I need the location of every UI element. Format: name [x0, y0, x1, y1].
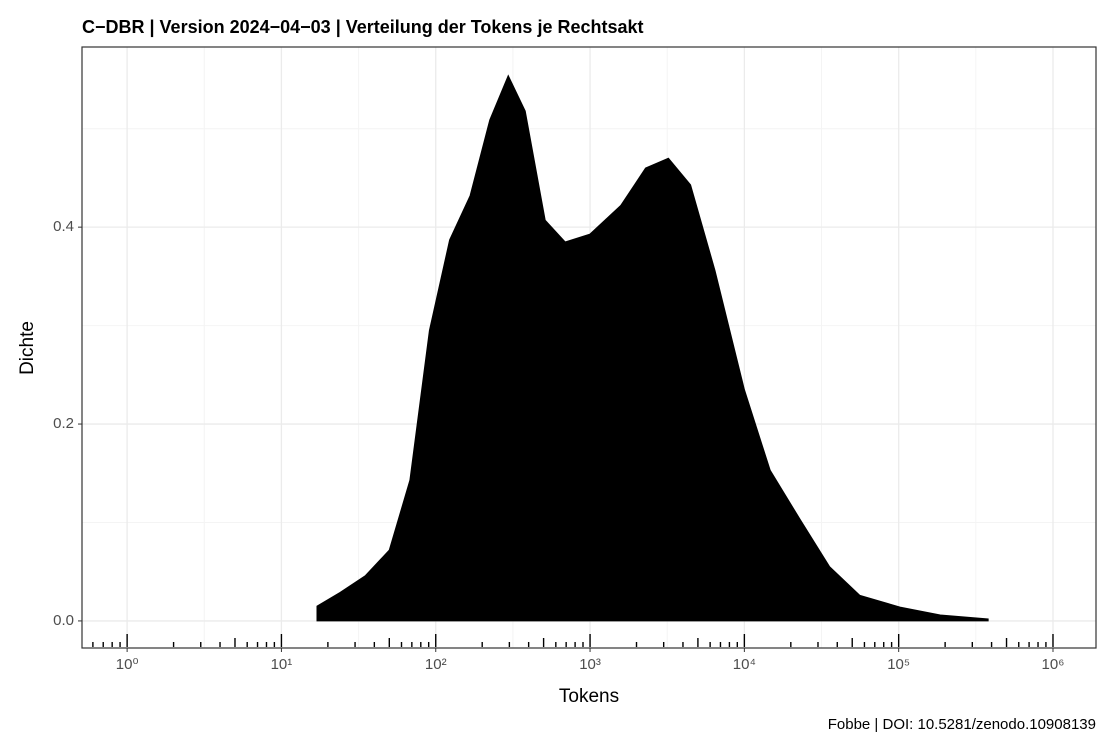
x-tick-label: 10⁶ — [1042, 656, 1065, 673]
panel-border — [81, 46, 1097, 649]
y-axis-label: Dichte — [17, 321, 38, 375]
x-tick-label: 10² — [425, 656, 447, 673]
density-area — [316, 74, 989, 622]
x-axis-label: Tokens — [559, 686, 619, 707]
x-tick-label: 10⁰ — [116, 656, 139, 673]
y-tick-label: 0.4 — [53, 218, 74, 235]
x-tick-label: 10⁵ — [887, 656, 910, 673]
caption: Fobbe | DOI: 10.5281/zenodo.10908139 — [828, 716, 1096, 733]
x-tick-label: 10¹ — [271, 656, 293, 673]
x-tick-label: 10³ — [579, 656, 601, 673]
y-tick-label: 0.2 — [53, 415, 74, 432]
chart-title: C−DBR | Version 2024−04−03 | Verteilung … — [82, 17, 644, 37]
y-tick-label: 0.0 — [53, 612, 74, 629]
x-tick-label: 10⁴ — [733, 656, 756, 673]
